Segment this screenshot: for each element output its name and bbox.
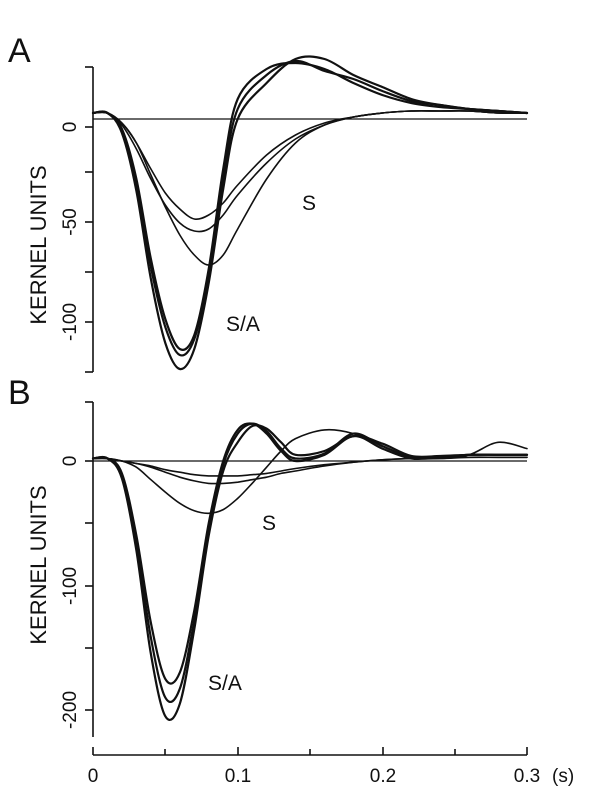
series-line-sa-1 <box>91 422 529 685</box>
panel-a-traces <box>91 55 529 371</box>
series-line-sa-1 <box>91 61 529 351</box>
panel-a-ytick-label: -50 <box>60 208 81 235</box>
panel-b-y-axis-label: KERNEL UNITS <box>26 485 51 644</box>
series-line-s-4 <box>92 428 528 515</box>
panel-b-ytick-label: 0 <box>60 456 81 467</box>
series-line-s-6 <box>92 456 528 477</box>
panel-b-annotation-sa: S/A <box>208 672 242 695</box>
xtick-label: 0.2 <box>370 766 396 787</box>
panel-b-plot: B 0 -100 -200 KERNEL UNITS S S/A 0 0.1 0… <box>8 374 574 787</box>
panel-b-ytick-label: -200 <box>60 691 81 729</box>
panel-a-annotation-sa: S/A <box>226 313 260 336</box>
x-axis-unit-label: (s) <box>552 766 574 787</box>
panel-b-letter: B <box>8 374 31 412</box>
panel-a-annotation-s: S <box>302 192 316 215</box>
panel-a-letter: A <box>8 32 31 70</box>
series-line-sa-3 <box>91 55 529 371</box>
xtick-label: 0 <box>88 766 99 787</box>
series-line-s-6 <box>92 110 528 266</box>
panel-a-plot: A 0 -50 -100 KERNEL UNITS S S/A <box>8 32 529 373</box>
panel-a-ytick-label: -100 <box>60 303 81 341</box>
xtick-label: 0.3 <box>514 766 540 787</box>
panel-a-y-axis-label: KERNEL UNITS <box>26 165 51 324</box>
panel-b-traces <box>91 422 529 721</box>
series-line-sa-3 <box>91 424 529 721</box>
panel-b-annotation-s: S <box>262 512 276 535</box>
panel-b-ytick-label: -100 <box>60 567 81 605</box>
panel-a-ytick-label: 0 <box>60 122 81 133</box>
xtick-label: 0.1 <box>225 766 251 787</box>
